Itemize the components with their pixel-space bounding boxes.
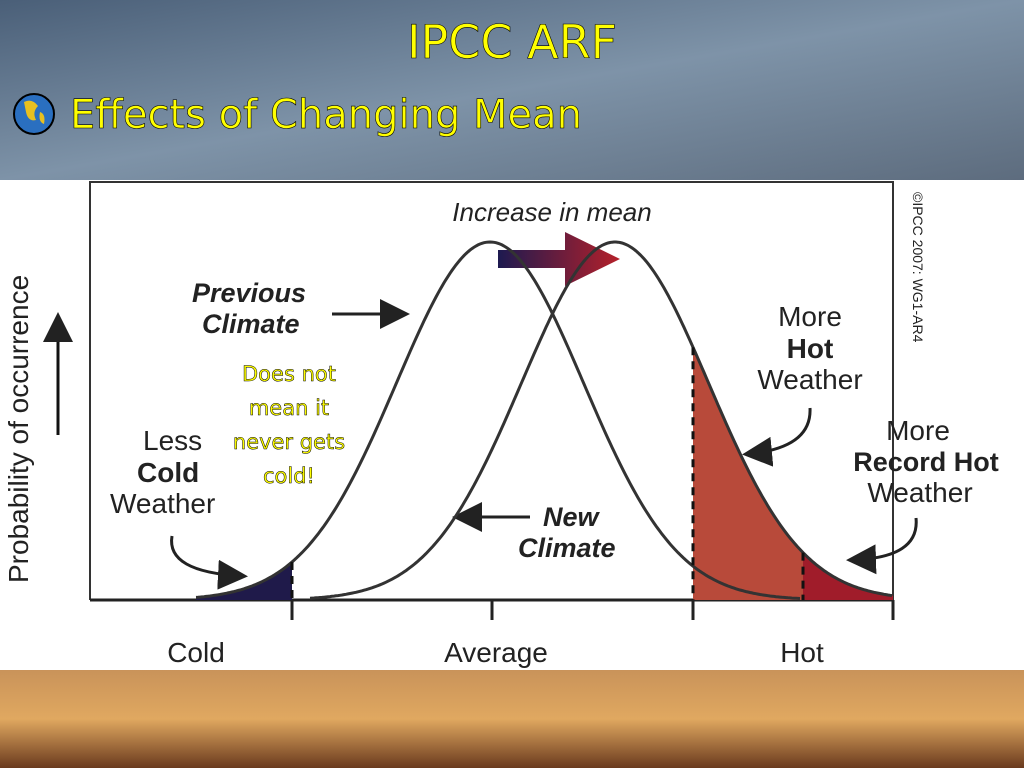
label: Weather	[757, 364, 862, 395]
label: Climate	[518, 533, 616, 563]
x-label: Average	[444, 637, 548, 668]
label: Record Hot	[853, 447, 999, 477]
x-label: Hot	[780, 637, 824, 668]
x-label: Cold	[167, 637, 225, 668]
pointer	[170, 535, 248, 590]
label: More	[778, 301, 842, 332]
pointer	[846, 517, 918, 575]
annotation: Increase in mean	[452, 197, 651, 227]
note: Does not	[242, 362, 336, 386]
note: cold!	[263, 464, 315, 488]
frame	[89, 181, 894, 600]
label: New	[543, 502, 601, 532]
label: Weather	[867, 477, 972, 508]
globe-land	[24, 100, 45, 124]
label: Less	[143, 425, 202, 456]
label: More	[886, 415, 950, 446]
sunset-background	[0, 670, 1024, 768]
slide-title: IPCC ARF	[407, 15, 617, 69]
y-axis-label: Probability of occurrence	[3, 275, 34, 583]
sky-background	[0, 0, 1024, 180]
new-curve	[309, 240, 893, 600]
label: Weather	[110, 488, 215, 519]
label: Cold	[137, 457, 199, 488]
label: Hot	[787, 333, 834, 364]
note: never gets	[233, 430, 345, 454]
tail-area	[803, 552, 893, 600]
label: Climate	[202, 309, 300, 339]
credit: ©IPCC 2007: WG1-AR4	[910, 192, 926, 343]
pointer	[742, 407, 812, 467]
label: Previous	[192, 278, 306, 308]
previous-curve	[195, 240, 801, 600]
diagram: Probability of occurrence Increase in me…	[3, 181, 999, 668]
tail-area	[693, 347, 803, 600]
tail-area	[196, 562, 292, 600]
note: mean it	[249, 396, 329, 420]
mean-arrow	[498, 232, 620, 286]
slide-subtitle: Effects of Changing Mean	[70, 92, 582, 138]
